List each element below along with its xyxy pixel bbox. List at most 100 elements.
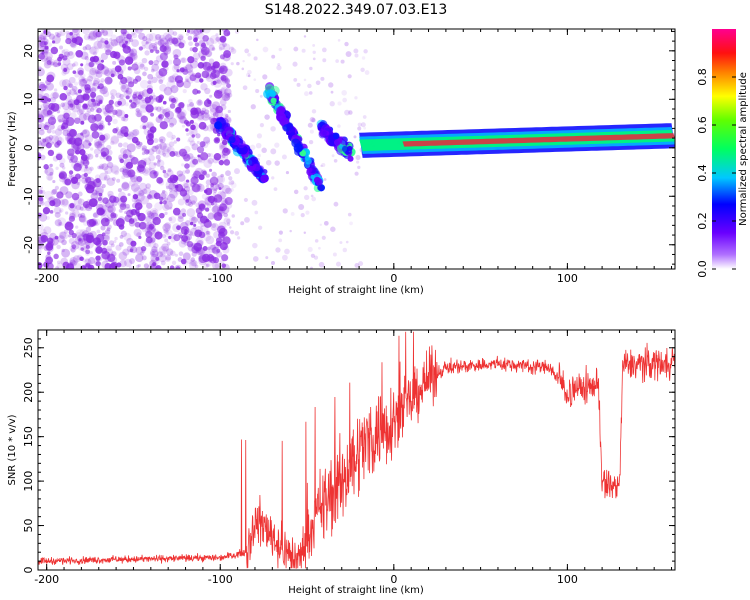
noise-speckle: [122, 153, 128, 159]
noise-speckle: [212, 156, 219, 164]
noise-speckle: [80, 232, 86, 238]
x-tick-label: -100: [208, 573, 233, 586]
noise-speckle: [91, 131, 100, 139]
noise-speckle: [42, 207, 51, 215]
noise-speckle: [323, 178, 327, 181]
noise-speckle: [192, 52, 201, 60]
noise-speckle: [168, 235, 172, 240]
noise-speckle: [145, 104, 154, 113]
noise-speckle: [135, 143, 142, 150]
noise-speckle: [155, 149, 161, 155]
noise-speckle: [125, 40, 129, 44]
noise-speckle: [38, 138, 42, 143]
noise-speckle: [151, 76, 158, 84]
noise-speckle: [208, 58, 215, 64]
noise-speckle: [116, 53, 120, 57]
noise-speckle: [192, 158, 199, 165]
noise-speckle: [115, 244, 122, 251]
noise-speckle: [82, 139, 92, 149]
noise-speckle: [95, 177, 101, 184]
noise-speckle: [221, 254, 229, 262]
noise-speckle: [191, 156, 200, 166]
noise-speckle: [86, 107, 92, 113]
noise-speckle: [193, 57, 198, 63]
noise-speckle: [222, 53, 231, 62]
streak-blob: [214, 121, 223, 130]
noise-speckle: [148, 33, 158, 42]
noise-speckle: [75, 92, 79, 96]
noise-speckle: [56, 31, 63, 37]
noise-speckle: [197, 32, 205, 41]
noise-speckle: [166, 248, 174, 256]
noise-speckle: [53, 88, 58, 92]
noise-speckle: [221, 147, 231, 156]
noise-speckle: [158, 94, 164, 100]
noise-speckle: [205, 173, 210, 178]
noise-speckle: [145, 236, 153, 244]
noise-speckle: [40, 231, 49, 241]
noise-speckle: [199, 141, 206, 148]
noise-speckle: [65, 30, 70, 35]
noise-speckle: [169, 103, 176, 109]
noise-speckle: [152, 145, 156, 149]
spectrogram-x-axis-label: Height of straight line (km): [288, 285, 424, 296]
noise-speckle: [137, 62, 145, 69]
noise-speckle: [44, 136, 52, 144]
noise-speckle: [196, 231, 202, 237]
noise-speckle: [197, 146, 205, 154]
noise-speckle: [53, 206, 62, 215]
noise-speckle: [67, 82, 73, 88]
noise-speckle: [211, 223, 217, 229]
noise-speckle: [85, 44, 92, 51]
noise-speckle: [293, 46, 299, 52]
noise-speckle: [218, 65, 223, 70]
noise-speckle: [231, 214, 235, 218]
noise-speckle: [198, 255, 203, 260]
noise-speckle: [173, 184, 177, 188]
noise-speckle: [131, 32, 138, 39]
noise-speckle: [142, 121, 150, 128]
streak-blob: [224, 126, 234, 135]
noise-speckle: [220, 150, 226, 156]
noise-speckle: [147, 194, 153, 200]
noise-speckle: [184, 185, 191, 192]
noise-speckle: [60, 102, 66, 108]
noise-speckle: [203, 136, 211, 144]
noise-speckle: [223, 94, 230, 101]
noise-speckle: [60, 257, 69, 266]
noise-speckle: [106, 154, 112, 161]
noise-speckle: [84, 134, 94, 144]
noise-speckle: [99, 163, 105, 169]
noise-speckle: [196, 248, 201, 253]
noise-speckle: [309, 66, 313, 71]
noise-speckle: [296, 82, 301, 87]
noise-speckle: [185, 78, 190, 82]
noise-speckle: [159, 52, 168, 61]
noise-speckle: [135, 75, 142, 82]
noise-speckle: [87, 153, 92, 158]
noise-speckle: [56, 109, 61, 114]
noise-speckle: [138, 32, 146, 40]
noise-speckle: [259, 94, 263, 98]
noise-speckle: [209, 35, 219, 44]
noise-speckle: [250, 104, 256, 110]
noise-speckle: [88, 198, 98, 208]
noise-speckle: [117, 197, 127, 207]
noise-speckle: [58, 119, 62, 123]
streak-blob: [228, 136, 236, 144]
noise-speckle: [199, 29, 203, 33]
noise-speckle: [303, 78, 307, 82]
noise-speckle: [188, 231, 194, 236]
noise-speckle: [174, 188, 178, 192]
noise-speckle: [149, 208, 159, 217]
noise-speckle: [333, 158, 338, 163]
noise-speckle: [224, 78, 230, 85]
noise-speckle: [98, 99, 103, 105]
noise-speckle: [213, 189, 217, 193]
noise-speckle: [40, 234, 49, 243]
noise-speckle: [66, 135, 76, 145]
noise-speckle: [50, 96, 57, 103]
noise-speckle: [200, 83, 208, 91]
noise-speckle: [162, 143, 172, 153]
noise-speckle: [101, 260, 109, 269]
